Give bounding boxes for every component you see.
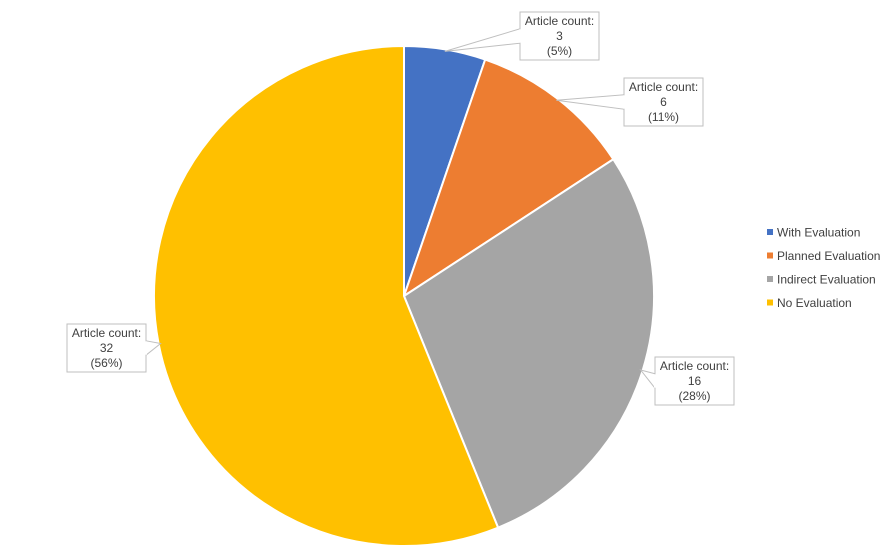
label-percent: (5%) <box>547 44 572 58</box>
legend-label: Indirect Evaluation <box>777 273 876 287</box>
data-label-1: Article count:6(11%) <box>556 77 704 127</box>
legend-item-0: With Evaluation <box>767 226 860 240</box>
data-label-0: Article count:3(5%) <box>444 11 600 61</box>
data-label-2: Article count:16(28%) <box>639 356 735 406</box>
legend-item-3: No Evaluation <box>767 296 852 310</box>
legend-item-1: Planned Evaluation <box>767 249 880 263</box>
legend-item-2: Indirect Evaluation <box>767 273 876 287</box>
label-percent: (28%) <box>678 389 710 403</box>
data-label-3: Article count:32(56%) <box>66 323 162 373</box>
label-value: 16 <box>688 374 702 388</box>
label-prefix: Article count: <box>72 326 141 340</box>
legend-label: With Evaluation <box>777 226 860 240</box>
label-value: 32 <box>100 341 114 355</box>
legend-swatch <box>767 276 773 282</box>
label-percent: (56%) <box>90 356 122 370</box>
label-value: 6 <box>660 95 667 109</box>
label-value: 3 <box>556 29 563 43</box>
legend-swatch <box>767 299 773 306</box>
legend-swatch <box>767 252 773 259</box>
label-prefix: Article count: <box>660 359 729 373</box>
label-prefix: Article count: <box>629 80 698 94</box>
label-prefix: Article count: <box>525 14 594 28</box>
legend-label: No Evaluation <box>777 296 852 310</box>
legend-swatch <box>767 229 773 235</box>
pie-slice-1 <box>402 58 615 299</box>
label-percent: (11%) <box>648 110 679 124</box>
legend-label: Planned Evaluation <box>777 249 880 263</box>
